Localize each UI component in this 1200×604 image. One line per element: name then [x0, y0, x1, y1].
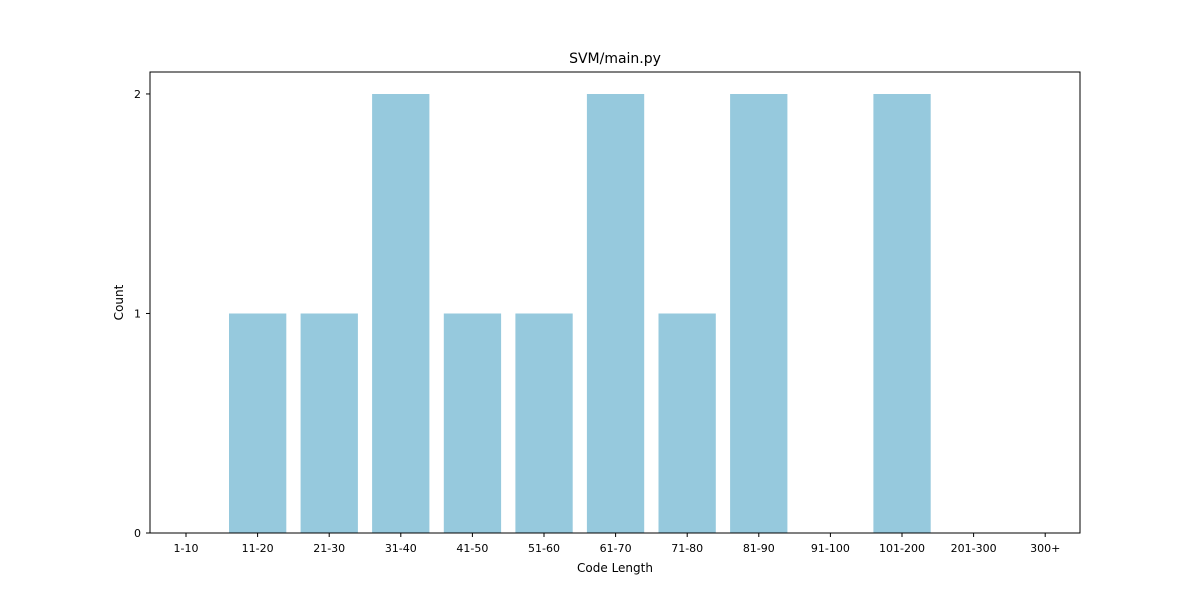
x-tick-label: 71-80 — [671, 542, 703, 555]
x-tick-label: 201-300 — [951, 542, 997, 555]
bars-layer — [229, 94, 931, 533]
x-tick-label: 41-50 — [456, 542, 488, 555]
y-tick-label: 2 — [134, 88, 141, 101]
bar-11-20 — [229, 313, 287, 533]
plot-frame — [149, 71, 1081, 534]
x-tick-label: 101-200 — [879, 542, 925, 555]
x-tick-label: 300+ — [1030, 542, 1060, 555]
bar-41-50 — [443, 313, 502, 533]
y-axis-label: Count — [112, 284, 126, 320]
bar-21-30 — [300, 313, 358, 533]
x-tick-label: 21-30 — [313, 542, 345, 555]
x-tick-label: 61-70 — [600, 542, 632, 555]
y-axis-ticks: 0 1 2 — [134, 88, 150, 540]
bar-71-80 — [658, 313, 716, 533]
y-tick-label: 1 — [134, 307, 141, 320]
bar-51-60 — [515, 313, 573, 533]
chart-title: SVM/main.py — [569, 51, 661, 67]
bar-101-200 — [873, 94, 931, 533]
x-tick-label: 1-10 — [174, 542, 199, 555]
bar-61-70 — [586, 94, 645, 533]
x-tick-label: 51-60 — [528, 542, 560, 555]
bar-81-90 — [730, 94, 788, 533]
x-axis-ticks: 1-10 11-20 21-30 31-40 41-50 51-60 61-70 71-80 8… — [174, 533, 1060, 555]
bar-31-40 — [372, 94, 430, 533]
x-tick-label: 81-90 — [743, 542, 775, 555]
x-tick-label: 31-40 — [385, 542, 417, 555]
x-tick-label: 11-20 — [242, 542, 274, 555]
y-tick-label: 0 — [134, 527, 141, 540]
x-axis-label: Code Length — [577, 561, 653, 575]
x-tick-label: 91-100 — [811, 542, 850, 555]
